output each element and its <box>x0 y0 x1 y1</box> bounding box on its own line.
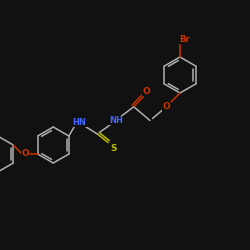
Text: O: O <box>162 102 170 111</box>
Text: S: S <box>111 144 117 153</box>
Text: Br: Br <box>179 34 190 43</box>
Text: O: O <box>21 150 29 158</box>
Text: NH: NH <box>109 116 123 125</box>
Text: O: O <box>143 87 150 96</box>
Text: HN: HN <box>72 118 86 127</box>
